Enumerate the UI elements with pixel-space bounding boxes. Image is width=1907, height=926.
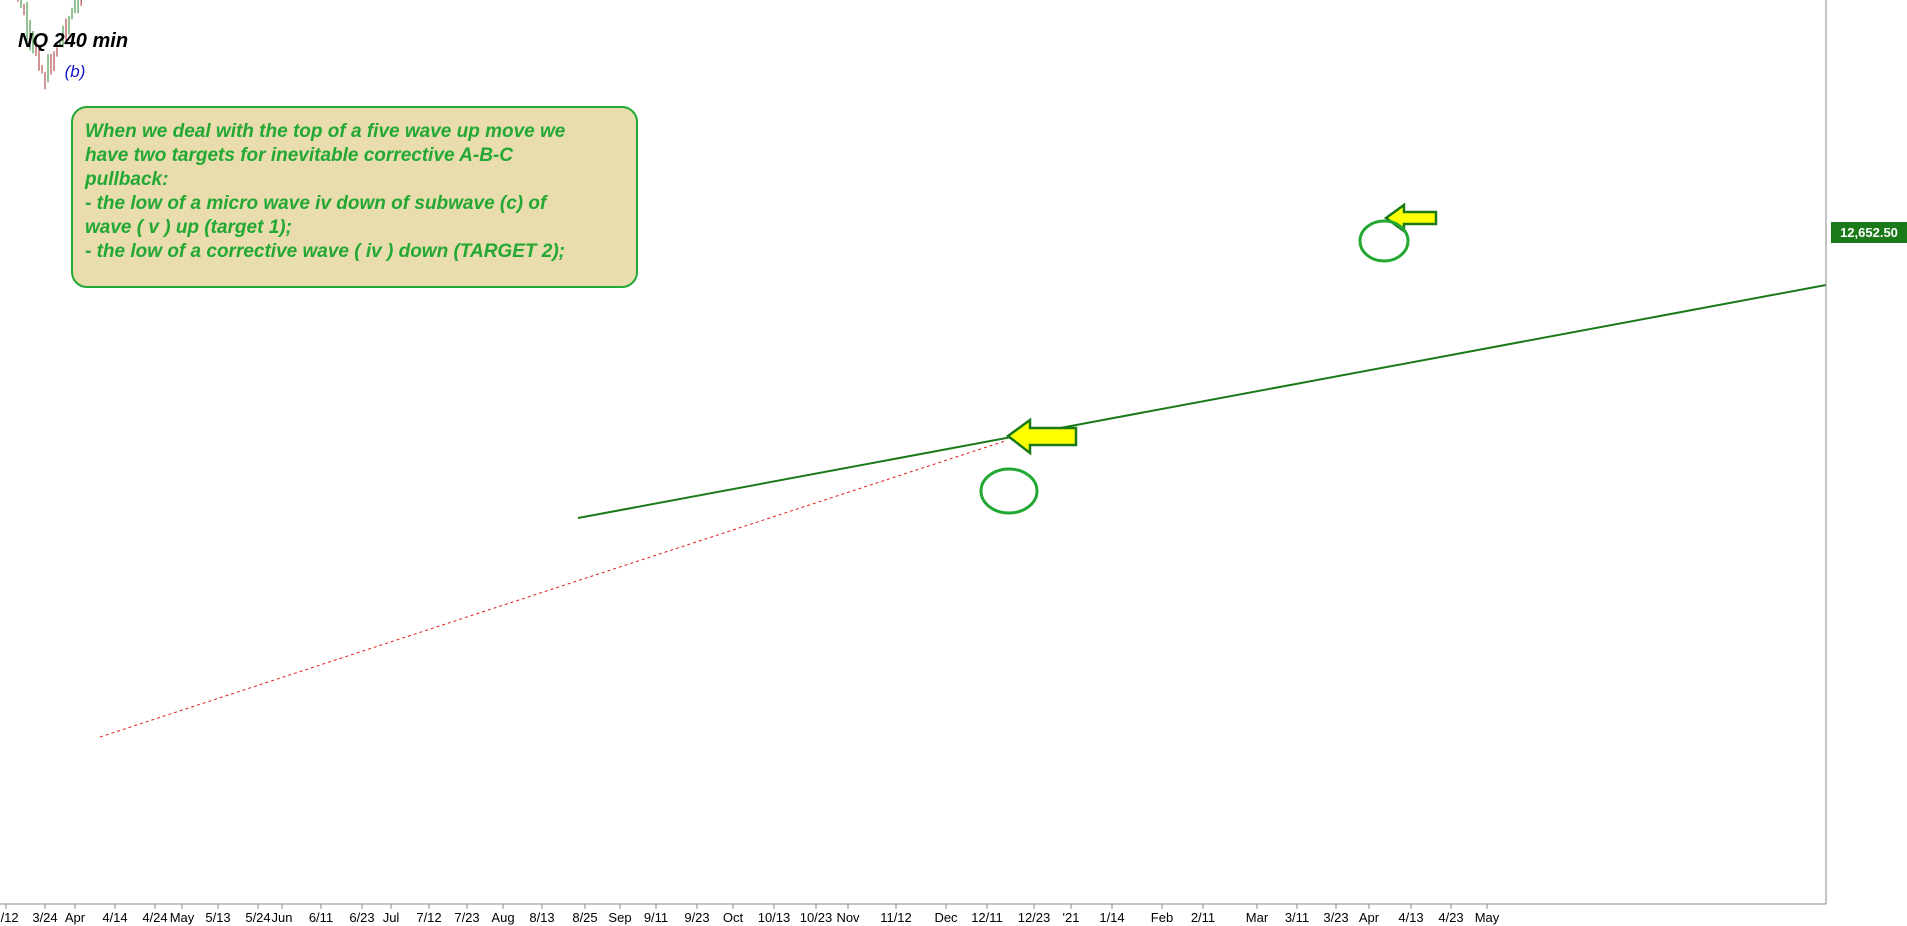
x-tick-label: 3/24 [32, 910, 57, 925]
note-line: wave ( v ) up (target 1); [85, 217, 292, 238]
x-tick-label: 1/14 [1099, 910, 1124, 925]
yellow-arrow-target-1 [1383, 202, 1438, 234]
analysis-note-box: When we deal with the top of a five wave… [71, 106, 638, 288]
x-tick-label: 9/23 [684, 910, 709, 925]
wave-iv-circle [1358, 219, 1410, 263]
note-line: have two targets for inevitable correcti… [85, 145, 513, 166]
x-tick-label: Apr [65, 910, 86, 925]
wave-label: (b) [65, 62, 86, 81]
x-tick-label: 5/24 [245, 910, 270, 925]
x-tick-label: 11/12 [880, 910, 912, 925]
x-tick-label: Oct [723, 910, 744, 925]
note-line: - the low of a micro wave iv down of sub… [85, 193, 547, 214]
x-tick-label: Jul [383, 910, 400, 925]
x-tick-label: 4/14 [102, 910, 127, 925]
x-tick-label: 3/11 [1285, 910, 1309, 925]
x-tick-label: Aug [491, 910, 514, 925]
x-tick-label: 4/23 [1438, 910, 1463, 925]
x-tick-label: 12/11 [971, 910, 1003, 925]
x-tick-label: 3/12 [0, 910, 19, 925]
wave-iv-major-circle [979, 467, 1039, 515]
note-line: - the low of a corrective wave ( iv ) do… [85, 241, 565, 262]
x-tick-label: 12/23 [1018, 910, 1051, 925]
x-tick-label: Apr [1359, 910, 1380, 925]
x-tick-label: May [170, 910, 195, 925]
x-tick-label: Dec [934, 910, 958, 925]
x-tick-label: Feb [1151, 910, 1173, 925]
x-tick-label: 2/11 [1191, 910, 1215, 925]
x-tick-label: 7/12 [416, 910, 441, 925]
x-tick-label: 9/11 [644, 910, 668, 925]
x-tick-label: Jun [272, 910, 293, 925]
x-tick-label: 6/23 [349, 910, 374, 925]
x-tick-label: Sep [608, 910, 631, 925]
x-tick-label: 5/13 [205, 910, 230, 925]
x-tick-label: 4/13 [1398, 910, 1423, 925]
x-tick-label: 8/13 [529, 910, 554, 925]
x-tick-label: Mar [1246, 910, 1269, 925]
chart-symbol-title: NQ 240 min [18, 30, 129, 52]
last-price-tag: 12,652.50 [1831, 222, 1907, 243]
x-tick-label: 10/13 [758, 910, 791, 925]
x-tick-label: May [1475, 910, 1500, 925]
x-tick-label: 6/11 [309, 910, 333, 925]
note-line: pullback: [85, 169, 169, 190]
x-tick-label: Nov [836, 910, 860, 925]
x-tick-label: 4/24 [142, 910, 167, 925]
note-line: When we deal with the top of a five wave… [85, 121, 566, 142]
x-tick-label: 7/23 [454, 910, 479, 925]
trend-line [577, 284, 1827, 519]
x-tick-label: 3/23 [1323, 910, 1348, 925]
channel-line-dashed [99, 440, 1006, 738]
x-tick-label: '21 [1063, 910, 1080, 925]
yellow-arrow-target-2 [1005, 417, 1078, 456]
x-tick-label: 8/25 [572, 910, 597, 925]
x-tick-label: 10/23 [800, 910, 833, 925]
